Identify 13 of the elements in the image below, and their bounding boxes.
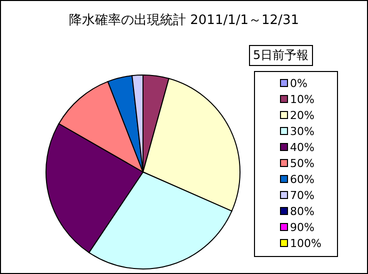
legend-label: 80% <box>290 204 314 218</box>
legend-title: 5日前予報 <box>249 45 313 66</box>
legend-label: 0% <box>290 76 308 90</box>
legend-label: 60% <box>290 172 314 186</box>
legend-label: 40% <box>290 140 314 154</box>
legend-label: 100% <box>290 236 322 250</box>
chart-title: 降水確率の出現統計 2011/1/1～12/31 <box>68 12 300 29</box>
legend-label: 90% <box>290 220 314 234</box>
legend-label: 70% <box>290 188 314 202</box>
legend-label: 20% <box>290 108 314 122</box>
legend-label: 30% <box>290 124 314 138</box>
legend-label: 50% <box>290 156 314 170</box>
legend-label: 10% <box>290 92 314 106</box>
